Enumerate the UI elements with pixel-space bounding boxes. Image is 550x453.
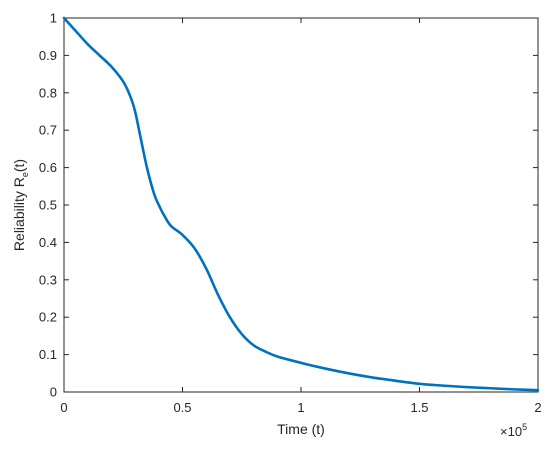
y-tick-label: 0.3 — [39, 272, 57, 287]
y-tick-label: 0.6 — [39, 160, 57, 175]
y-tick-label: 0.5 — [39, 198, 57, 213]
x-axis-label: Time (t) — [277, 421, 325, 437]
x-tick-label: 1.5 — [410, 400, 428, 415]
x-axis-multiplier-base: ×10 — [500, 424, 522, 439]
x-axis-ticks: 0 0.5 1 1.5 2 — [60, 18, 542, 415]
y-axis-label-subscript: e — [20, 172, 30, 177]
y-tick-label: 0.9 — [39, 48, 57, 63]
series-line-reliability — [62, 16, 540, 392]
y-tick-label: 0.8 — [39, 85, 57, 100]
y-tick-label: 0.2 — [39, 310, 57, 325]
x-axis-multiplier: ×105 — [500, 422, 527, 439]
y-tick-label: 1 — [50, 11, 57, 26]
x-tick-label: 1 — [297, 400, 304, 415]
x-tick-label: 0 — [60, 400, 67, 415]
y-axis-label-main: Reliability R — [11, 177, 27, 251]
y-axis-ticks: 0 0.1 0.2 0.3 0.4 0.5 0.6 0.7 0.8 0.9 1 — [39, 11, 538, 400]
x-tick-label: 0.5 — [173, 400, 191, 415]
plot-area: 0 0.5 1 1.5 2 0 0.1 0.2 0.3 0.4 0.5 0.6 0.7 0.8 0.9 1 — [39, 11, 542, 416]
y-tick-label: 0.7 — [39, 123, 57, 138]
y-tick-label: 0.1 — [39, 347, 57, 362]
x-axis-multiplier-exponent: 5 — [522, 422, 527, 432]
y-axis-label: Reliability Re(t) — [11, 159, 30, 251]
y-axis-label-tail: (t) — [11, 159, 27, 172]
x-tick-label: 2 — [534, 400, 541, 415]
y-tick-label: 0 — [50, 385, 57, 400]
plot-frame — [63, 17, 539, 393]
y-tick-label: 0.4 — [39, 235, 57, 250]
